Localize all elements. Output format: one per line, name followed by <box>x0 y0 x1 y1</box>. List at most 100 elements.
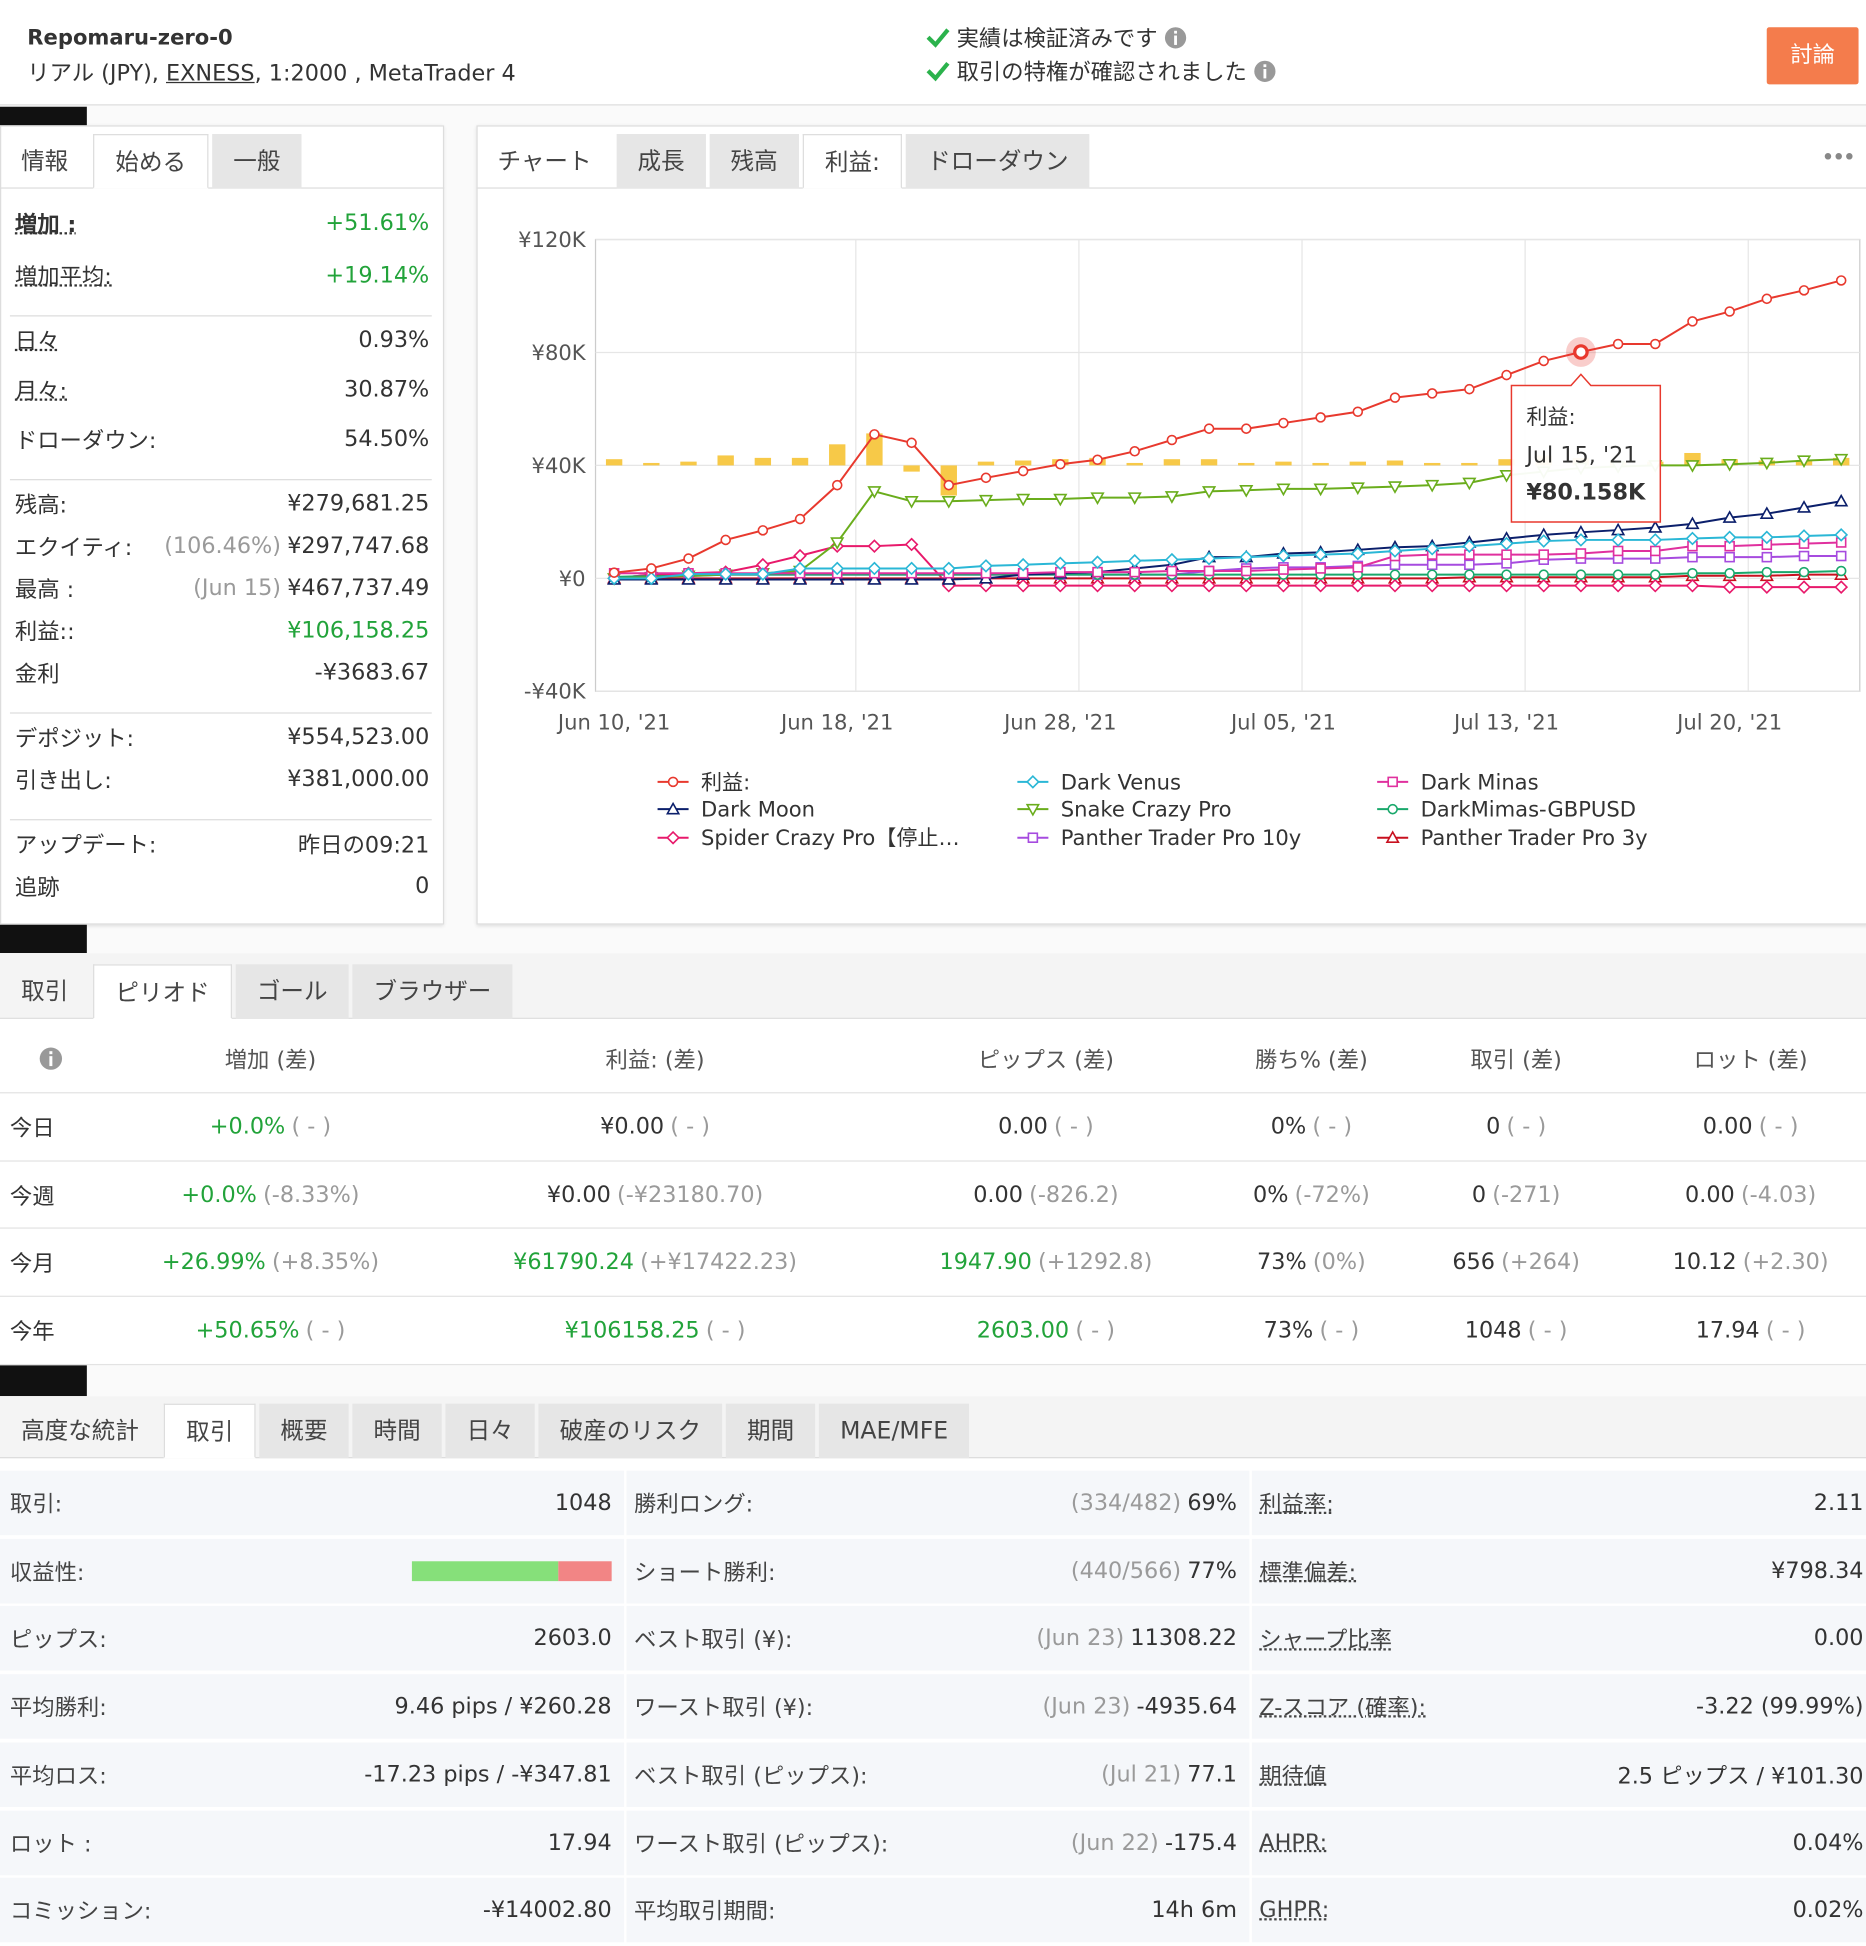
marker <box>1090 555 1105 570</box>
marker <box>1722 530 1737 545</box>
marker <box>1536 534 1551 548</box>
cell-diff: (+¥17422.23) <box>640 1249 798 1276</box>
marker <box>1090 492 1105 505</box>
discuss-button[interactable]: 討論 <box>1766 27 1859 85</box>
marker <box>1425 541 1440 556</box>
marker <box>683 553 694 564</box>
period-cell: 0( - ) <box>1486 1114 1546 1140</box>
stat-value: -¥3683.67 <box>315 660 430 686</box>
stats-number: 11308.22 <box>1130 1625 1237 1652</box>
stats-value: -¥14002.80 <box>483 1897 612 1923</box>
period-cell: 73%( - ) <box>1264 1317 1360 1343</box>
daily-bar <box>605 459 623 466</box>
stats-label: 平均取引期間: <box>633 1899 776 1926</box>
cell-diff: (-8.33%) <box>263 1181 360 1208</box>
marker <box>1834 453 1849 467</box>
cell-diff: ( - ) <box>1075 1317 1116 1344</box>
check-icon <box>926 28 950 48</box>
column-header: ロット (差) <box>1693 1047 1808 1074</box>
marker <box>1352 406 1364 418</box>
tab[interactable]: 成長 <box>616 134 706 189</box>
stats-row <box>626 1606 1250 1671</box>
stat-number: ¥297,747.68 <box>287 533 430 560</box>
daily-bar <box>1163 459 1181 466</box>
cell-diff: ( - ) <box>1758 1113 1799 1140</box>
stats-number: 0.04% <box>1792 1829 1864 1856</box>
tab[interactable]: 高度な統計 <box>21 1417 139 1445</box>
cell-value: +0.0% <box>181 1181 257 1208</box>
y-tick-label: ¥120K <box>518 227 587 252</box>
stat-number: 0 <box>415 873 430 900</box>
tab[interactable]: 一般 <box>212 134 302 189</box>
stats-row <box>0 1674 625 1739</box>
tab[interactable]: 利益: <box>802 134 903 189</box>
tab[interactable]: 時間 <box>352 1403 442 1459</box>
marker <box>1499 470 1514 483</box>
series-line <box>614 573 1842 580</box>
stats-row <box>1251 1877 1866 1943</box>
marker <box>1501 549 1512 560</box>
stats-value: -17.23 pips / -¥347.81 <box>364 1761 611 1787</box>
period-cell: ¥106158.25( - ) <box>565 1317 746 1343</box>
separator <box>9 712 432 714</box>
marker <box>1350 546 1365 561</box>
daily-bar <box>680 461 697 466</box>
cell-value: ¥61790.24 <box>513 1249 634 1276</box>
marker <box>1612 545 1624 557</box>
tab[interactable]: 概要 <box>259 1403 349 1459</box>
tab[interactable]: ブラウザー <box>352 964 513 1019</box>
stat-number: ¥467,737.49 <box>287 575 430 602</box>
stats-number: 1048 <box>554 1489 612 1516</box>
tab[interactable]: チャート <box>497 147 592 175</box>
cell-value: 0.00 <box>973 1181 1023 1208</box>
column-header: ピップス (差) <box>977 1047 1115 1074</box>
stat-label: 最高 : <box>14 577 75 604</box>
profitability-segment <box>557 1560 612 1581</box>
info-dot <box>49 1051 53 1055</box>
tab[interactable]: 取引 <box>163 1403 256 1459</box>
marker <box>1313 547 1328 562</box>
stat-number: ¥279,681.25 <box>287 490 430 517</box>
tab[interactable]: 取引 <box>21 977 69 1006</box>
stat-label: 利益:: <box>14 619 75 646</box>
stat-number: +51.61% <box>325 210 430 237</box>
series-line <box>614 541 1842 575</box>
marker <box>1538 569 1550 580</box>
marker <box>1055 458 1066 470</box>
stats-label: 平均勝利: <box>9 1695 107 1722</box>
marker <box>1276 483 1291 497</box>
row-label: 今日 <box>9 1115 55 1142</box>
tab[interactable]: ゴール <box>235 964 349 1019</box>
tab[interactable]: 日々 <box>445 1403 535 1459</box>
tab[interactable]: 始める <box>93 134 209 189</box>
stats-value: 0.02% <box>1793 1897 1864 1923</box>
cell-diff: (+1292.8) <box>1038 1249 1153 1276</box>
cell-value: 10.12 <box>1672 1249 1737 1276</box>
marker <box>1462 477 1477 491</box>
marker <box>1835 275 1847 286</box>
y-tick-label: ¥0 <box>559 566 586 591</box>
tab[interactable]: ドローダウン <box>906 134 1090 189</box>
tab[interactable]: MAE/MFE <box>818 1403 970 1459</box>
stats-note: (Jun 22) <box>1070 1829 1159 1856</box>
cell-diff: ( - ) <box>1765 1317 1806 1344</box>
series-line <box>614 570 1842 578</box>
tab[interactable]: 破産のリスク <box>538 1403 723 1459</box>
period-cell: 17.94( - ) <box>1696 1317 1806 1343</box>
stats-label: シャープ比率 <box>1259 1627 1392 1654</box>
stat-number: +19.14% <box>325 262 430 289</box>
tab[interactable]: 期間 <box>725 1403 816 1459</box>
stats-label: ベスト取引 (ピップス): <box>633 1763 868 1790</box>
stats-value: 9.46 pips / ¥260.28 <box>395 1694 612 1720</box>
stats-label: 取引: <box>9 1491 63 1518</box>
marker <box>1796 500 1812 513</box>
marker <box>1797 529 1811 543</box>
tab[interactable]: ピリオド <box>93 964 233 1019</box>
tab[interactable]: 情報 <box>21 147 69 175</box>
stats-number: -4935.64 <box>1136 1693 1237 1720</box>
tab[interactable]: 残高 <box>709 134 799 189</box>
stats-value: -3.22 (99.99%) <box>1696 1694 1863 1720</box>
marker <box>1501 558 1512 569</box>
marker <box>1464 383 1475 395</box>
stats-label: AHPR: <box>1259 1829 1328 1856</box>
